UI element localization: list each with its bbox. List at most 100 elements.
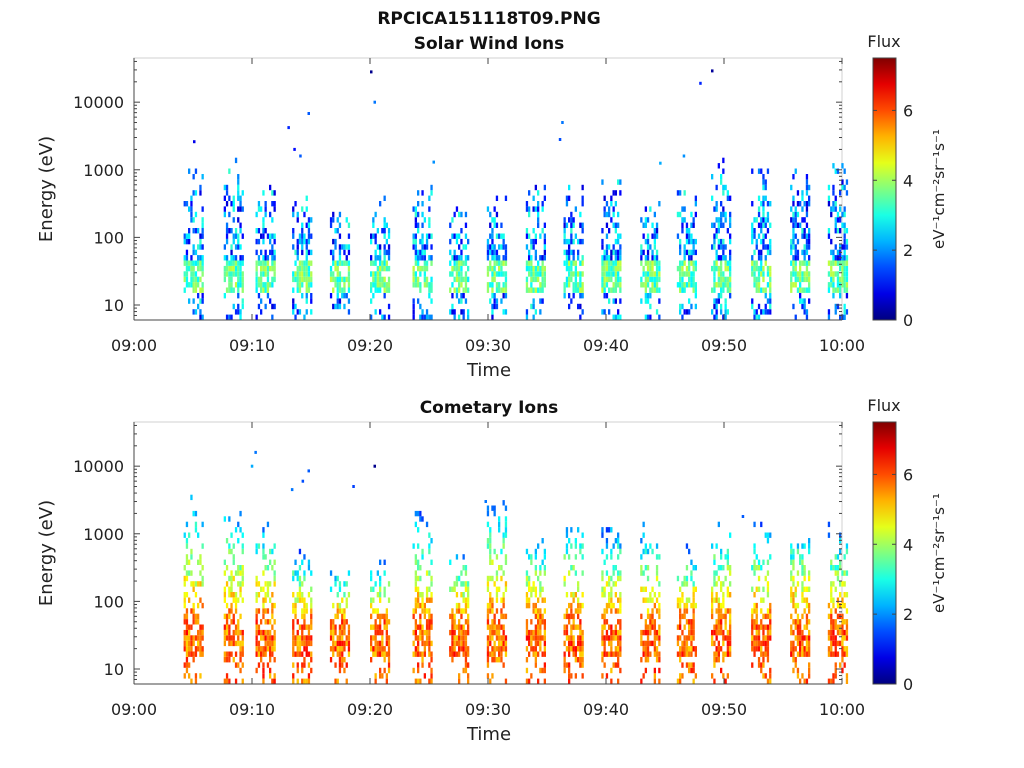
data-cell: [336, 640, 339, 647]
data-cell: [194, 619, 198, 625]
data-cell: [792, 265, 795, 272]
data-cell: [572, 217, 575, 223]
data-cell: [769, 673, 772, 679]
data-cell: [428, 640, 431, 647]
data-cell: [581, 554, 584, 560]
data-cell: [729, 276, 732, 283]
data-cell: [528, 206, 531, 212]
data-cell: [232, 217, 235, 223]
data-cell: [303, 211, 306, 218]
data-cell: [500, 271, 503, 277]
data-cell: [464, 646, 468, 652]
data-cell: [799, 678, 802, 684]
data-cell: [230, 635, 233, 641]
data-cell: [839, 602, 842, 609]
data-cell: [644, 298, 647, 304]
data-cell: [273, 581, 276, 587]
data-cell: [794, 282, 797, 288]
data-cell: [655, 255, 659, 261]
data-cell: [610, 624, 613, 630]
data-cell: [579, 629, 582, 636]
data-cell: [372, 222, 375, 228]
data-point: [352, 485, 355, 488]
data-cell: [640, 255, 643, 261]
data-cell: [307, 662, 311, 668]
data-cell: [428, 678, 431, 684]
data-cell: [541, 613, 544, 620]
data-cell: [570, 211, 573, 218]
data-cell: [192, 651, 195, 657]
data-cell: [453, 211, 456, 218]
data-cell: [241, 282, 244, 288]
data-cell: [199, 646, 202, 652]
data-cell: [679, 271, 682, 277]
data-cell: [653, 651, 656, 657]
data-cell: [658, 624, 661, 630]
data-cell: [504, 282, 508, 288]
data-cell: [568, 303, 571, 310]
data-cell: [805, 651, 809, 657]
data-cell: [495, 597, 499, 603]
data-cell: [534, 651, 537, 657]
data-cell: [769, 265, 772, 272]
data-cell: [201, 646, 204, 652]
data-cell: [495, 575, 499, 582]
data-cell: [294, 597, 297, 603]
data-cell: [539, 640, 542, 647]
data-cell: [425, 521, 429, 528]
data-cell: [729, 287, 732, 293]
data-cell: [428, 206, 431, 212]
data-cell: [489, 532, 492, 538]
data-cell: [498, 282, 501, 288]
data-cell: [617, 538, 620, 544]
data-cell: [458, 602, 461, 609]
data-cell: [614, 271, 617, 277]
data-cell: [383, 314, 386, 320]
data-cell: [715, 201, 718, 207]
data-cell: [338, 602, 342, 609]
data-cell: [685, 597, 689, 603]
data-cell: [683, 260, 686, 266]
data-cell: [234, 282, 238, 288]
data-cell: [653, 211, 656, 218]
data-cell: [185, 233, 189, 239]
data-cell: [417, 265, 420, 272]
data-cell: [462, 244, 465, 250]
data-cell: [646, 314, 650, 320]
data-cell: [387, 233, 391, 239]
data-cell: [617, 640, 620, 647]
data-cell: [417, 260, 420, 266]
data-cell: [345, 581, 348, 587]
data-cell: [425, 260, 429, 266]
data-cell: [296, 238, 299, 245]
data-cell: [572, 249, 575, 256]
data-cell: [421, 190, 424, 196]
data-cell: [808, 298, 811, 304]
data-cell: [683, 646, 686, 652]
data-cell: [347, 282, 351, 288]
data-cell: [720, 276, 723, 283]
data-cell: [423, 673, 426, 679]
data-cell: [715, 619, 718, 625]
data-cell: [188, 298, 191, 304]
data-cell: [273, 265, 276, 272]
data-cell: [605, 673, 609, 679]
data-cell: [234, 271, 238, 277]
data-cell: [692, 602, 695, 609]
data-cell: [753, 265, 756, 272]
data-cell: [467, 662, 470, 668]
data-cell: [688, 298, 691, 304]
data-cell: [769, 282, 772, 288]
data-cell: [658, 678, 661, 684]
data-cell: [605, 635, 609, 641]
data-cell: [658, 629, 661, 636]
data-cell: [658, 613, 661, 620]
data-cell: [273, 249, 276, 256]
data-cell: [694, 586, 697, 592]
data-cell: [414, 260, 417, 266]
data-cell: [537, 190, 540, 196]
data-cell: [839, 260, 842, 266]
data-cell: [601, 271, 604, 277]
data-cell: [655, 635, 659, 641]
